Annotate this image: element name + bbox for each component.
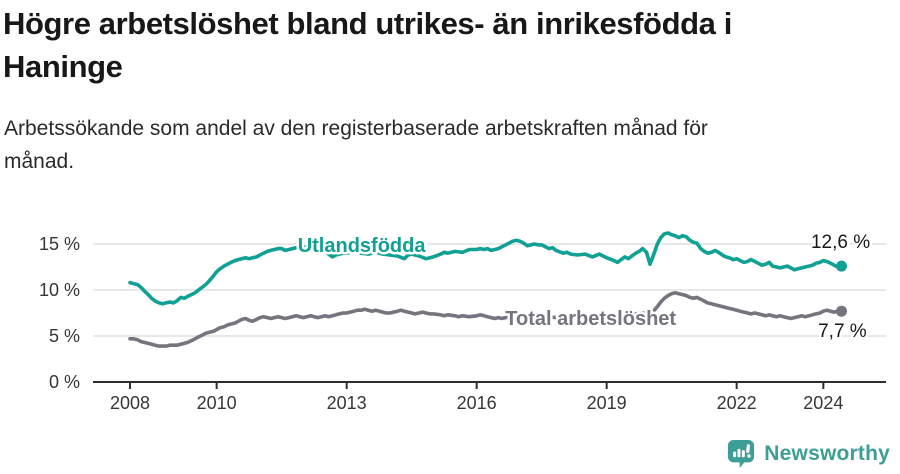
x-axis-tick-label: 2016: [457, 393, 497, 413]
x-axis-tick-label: 2010: [197, 393, 237, 413]
page-title-line-1: Högre arbetslöshet bland utrikes- än inr…: [3, 6, 732, 41]
bar-3: [742, 450, 746, 458]
exclamation-dot: [747, 454, 752, 458]
series-line-utlandsfodda: [128, 231, 844, 306]
header: Högre arbetslöshet bland utrikes- än inr…: [3, 2, 897, 88]
end-value-label-utlandsfodda: 12,6 %: [811, 232, 870, 253]
speech-bubble-shape: [728, 439, 755, 468]
series-end-dot-total-arbetsloshet: [836, 305, 847, 317]
series-end-dot-utlandsfodda: [836, 260, 847, 272]
x-axis-tick-label: 2008: [110, 393, 150, 413]
y-axis-tick-label: 0 %: [49, 372, 80, 392]
y-axis-tick-label: 10 %: [39, 280, 80, 300]
bar-2: [737, 448, 741, 458]
series-label-utlandsfodda: Utlandsfödda: [298, 235, 427, 257]
bar-chart-speech-bubble-icon: [728, 439, 755, 468]
newsworthy-logo[interactable]: Newsworthy: [727, 439, 890, 468]
brand-name: Newsworthy: [764, 441, 890, 465]
exclamation-bar: [746, 444, 751, 454]
end-value-label-total-arbetsloshet: 7,7 %: [818, 321, 867, 342]
y-axis-tick-label: 15 %: [39, 234, 80, 254]
bar-1: [733, 451, 737, 458]
y-axis-tick-label: 5 %: [49, 326, 80, 346]
chart-subtitle: Arbetssökande som andel av den registerb…: [4, 112, 708, 178]
page-title-line-2: Haninge: [3, 49, 123, 84]
x-axis-tick-label: 2024: [803, 393, 843, 413]
series-label-total-arbetsloshet: Total arbetslöshet: [505, 308, 676, 330]
x-axis-tick-label: 2019: [587, 393, 627, 413]
page-title: Högre arbetslöshet bland utrikes- än inr…: [3, 2, 897, 88]
series-line-total-arbetsloshet: [128, 291, 844, 348]
chart-subtitle-line-1: Arbetssökande som andel av den registerb…: [4, 117, 708, 140]
chart-subtitle-line-2: månad.: [4, 150, 75, 173]
x-axis-tick-label: 2013: [327, 393, 367, 413]
x-axis-tick-label: 2022: [717, 393, 757, 413]
